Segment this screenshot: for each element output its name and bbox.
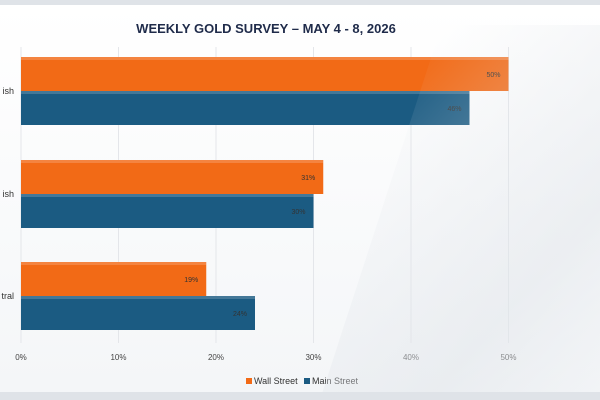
data-label: 46% xyxy=(447,106,461,113)
wall-street-bar xyxy=(21,160,324,194)
category-label: ish xyxy=(2,86,14,96)
legend-swatch-main-street xyxy=(304,378,310,384)
main-street-bar xyxy=(21,194,314,228)
category-label: tral xyxy=(1,291,14,301)
chart-panel: WEEKLY GOLD SURVEY – MAY 4 - 8, 2026 0% 1… xyxy=(0,5,600,392)
data-label: 30% xyxy=(291,209,305,216)
bar-highlight xyxy=(21,57,509,60)
chart-title: WEEKLY GOLD SURVEY – MAY 4 - 8, 2026 xyxy=(136,21,396,36)
data-label: 31% xyxy=(301,175,315,182)
gold-survey-chart: WEEKLY GOLD SURVEY – MAY 4 - 8, 2026 0% 1… xyxy=(1,21,516,386)
legend: Wall Street Main Street xyxy=(246,376,359,386)
bar-highlight xyxy=(21,160,324,163)
legend-label: Wall Street xyxy=(254,376,298,386)
wall-street-bar xyxy=(21,262,207,296)
bar-highlight xyxy=(21,262,207,265)
data-label: 19% xyxy=(184,277,198,284)
x-tick-label: 0% xyxy=(15,353,27,362)
category-label: ish xyxy=(2,189,14,199)
main-street-bar xyxy=(21,296,255,330)
data-label: 50% xyxy=(486,72,500,79)
x-tick-label: 50% xyxy=(500,353,516,362)
legend-label: Main Street xyxy=(312,376,359,386)
legend-swatch-wall-street xyxy=(246,378,252,384)
bar-highlight xyxy=(21,296,255,299)
x-tick-label: 20% xyxy=(208,353,224,362)
x-tick-label: 40% xyxy=(403,353,419,362)
bar-highlight xyxy=(21,91,470,94)
bar-layer xyxy=(21,57,509,330)
x-tick-label: 30% xyxy=(305,353,321,362)
bar-highlight xyxy=(21,194,314,197)
data-label: 24% xyxy=(233,311,247,318)
label-layer: 0%10%20%30%40%50%6ish50%46%ish31%30%tral… xyxy=(1,72,516,362)
main-street-bar xyxy=(21,91,470,125)
wall-street-bar xyxy=(21,57,509,91)
x-tick-label: 10% xyxy=(110,353,126,362)
